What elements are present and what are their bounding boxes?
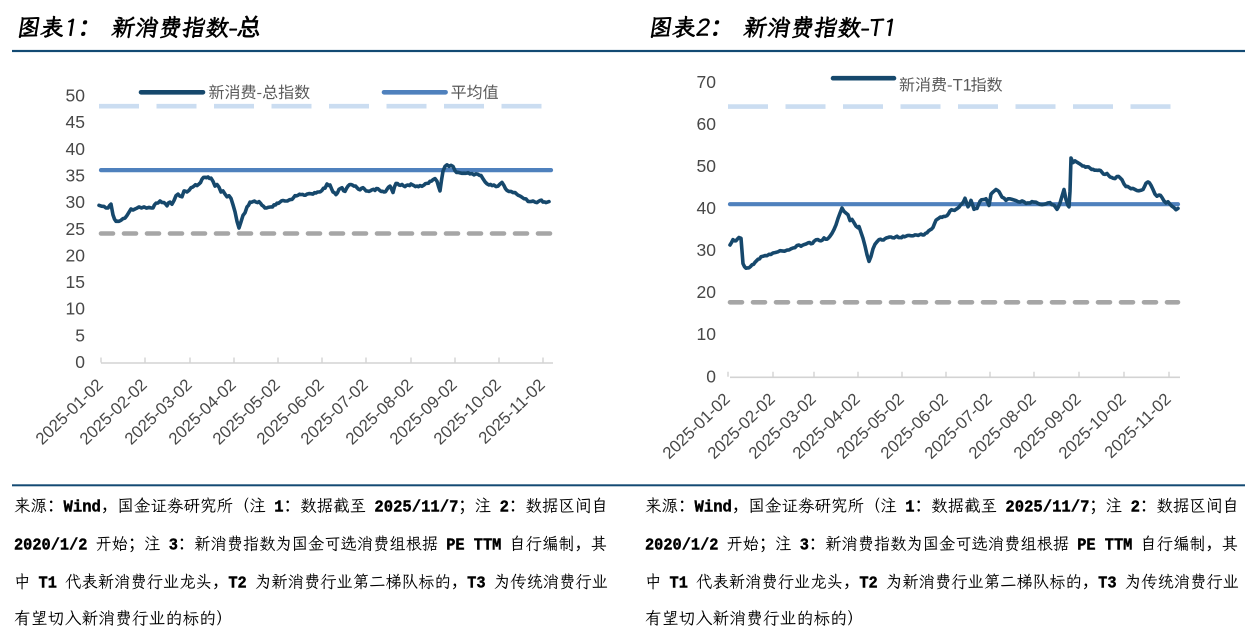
svg-text:10: 10 <box>697 324 717 344</box>
svg-text:50: 50 <box>697 156 717 176</box>
svg-text:40: 40 <box>66 139 86 159</box>
svg-text:T1: T1 <box>953 77 972 95</box>
svg-text:60: 60 <box>697 114 717 134</box>
svg-text:30: 30 <box>66 192 86 212</box>
svg-text:15: 15 <box>66 272 85 292</box>
svg-text:0: 0 <box>706 366 716 386</box>
svg-text:25: 25 <box>66 219 85 239</box>
svg-text:20: 20 <box>697 282 717 302</box>
svg-text:10: 10 <box>66 299 86 319</box>
svg-text:0: 0 <box>75 352 85 372</box>
svg-text:30: 30 <box>697 240 717 260</box>
svg-text:45: 45 <box>66 112 85 132</box>
svg-text:5: 5 <box>75 325 85 345</box>
svg-text:50: 50 <box>66 86 86 106</box>
svg-text:20: 20 <box>66 245 86 265</box>
svg-text:70: 70 <box>697 72 717 92</box>
svg-text:40: 40 <box>697 198 717 218</box>
svg-text:35: 35 <box>66 165 85 185</box>
